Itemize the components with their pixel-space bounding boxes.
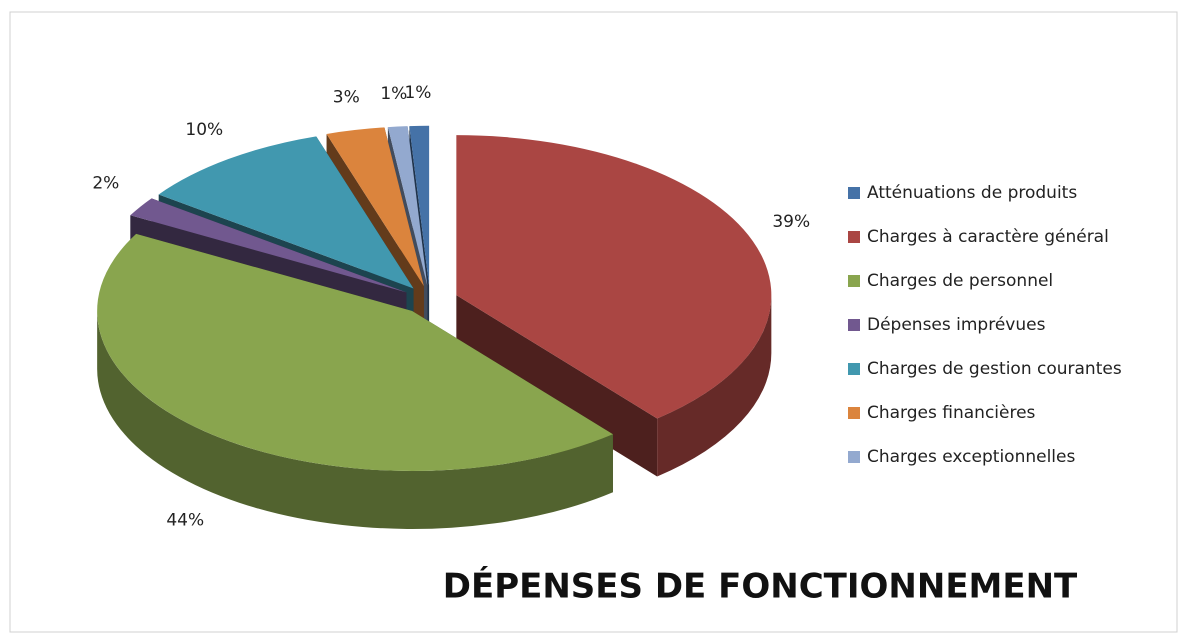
legend-label: Atténuations de produits <box>867 183 1077 203</box>
legend-swatch <box>848 231 860 243</box>
legend-label: Charges exceptionnelles <box>867 447 1075 467</box>
slice <box>97 233 613 529</box>
data-label: 1% <box>380 84 407 104</box>
legend-swatch <box>848 407 860 419</box>
data-label: 10% <box>185 120 223 140</box>
legend-label: Charges à caractère général <box>867 227 1109 247</box>
slice <box>387 126 428 286</box>
legend-label: Charges de gestion courantes <box>867 359 1122 379</box>
slice-side <box>657 295 772 477</box>
legend-swatch <box>848 451 860 463</box>
legend-swatch <box>848 363 860 375</box>
slice <box>130 198 407 293</box>
data-label: 2% <box>92 174 119 194</box>
legend-swatch <box>848 319 860 331</box>
legend-swatch <box>848 275 860 287</box>
chart-title: DÉPENSES DE FONCTIONNEMENT <box>443 566 1078 607</box>
slice <box>97 233 613 471</box>
slice <box>326 127 424 287</box>
data-label: 1% <box>404 83 431 103</box>
slice <box>409 125 430 286</box>
data-label: 3% <box>333 88 360 108</box>
slice <box>158 136 414 289</box>
legend-label: Dépenses imprévues <box>867 315 1046 335</box>
legend-label: Charges de personnel <box>867 271 1053 291</box>
slice-side <box>97 310 613 529</box>
legend-label: Charges financières <box>867 403 1036 423</box>
slice <box>456 135 772 419</box>
data-label: 39% <box>772 212 810 232</box>
legend-swatch <box>848 187 860 199</box>
data-label: 44% <box>166 510 204 530</box>
